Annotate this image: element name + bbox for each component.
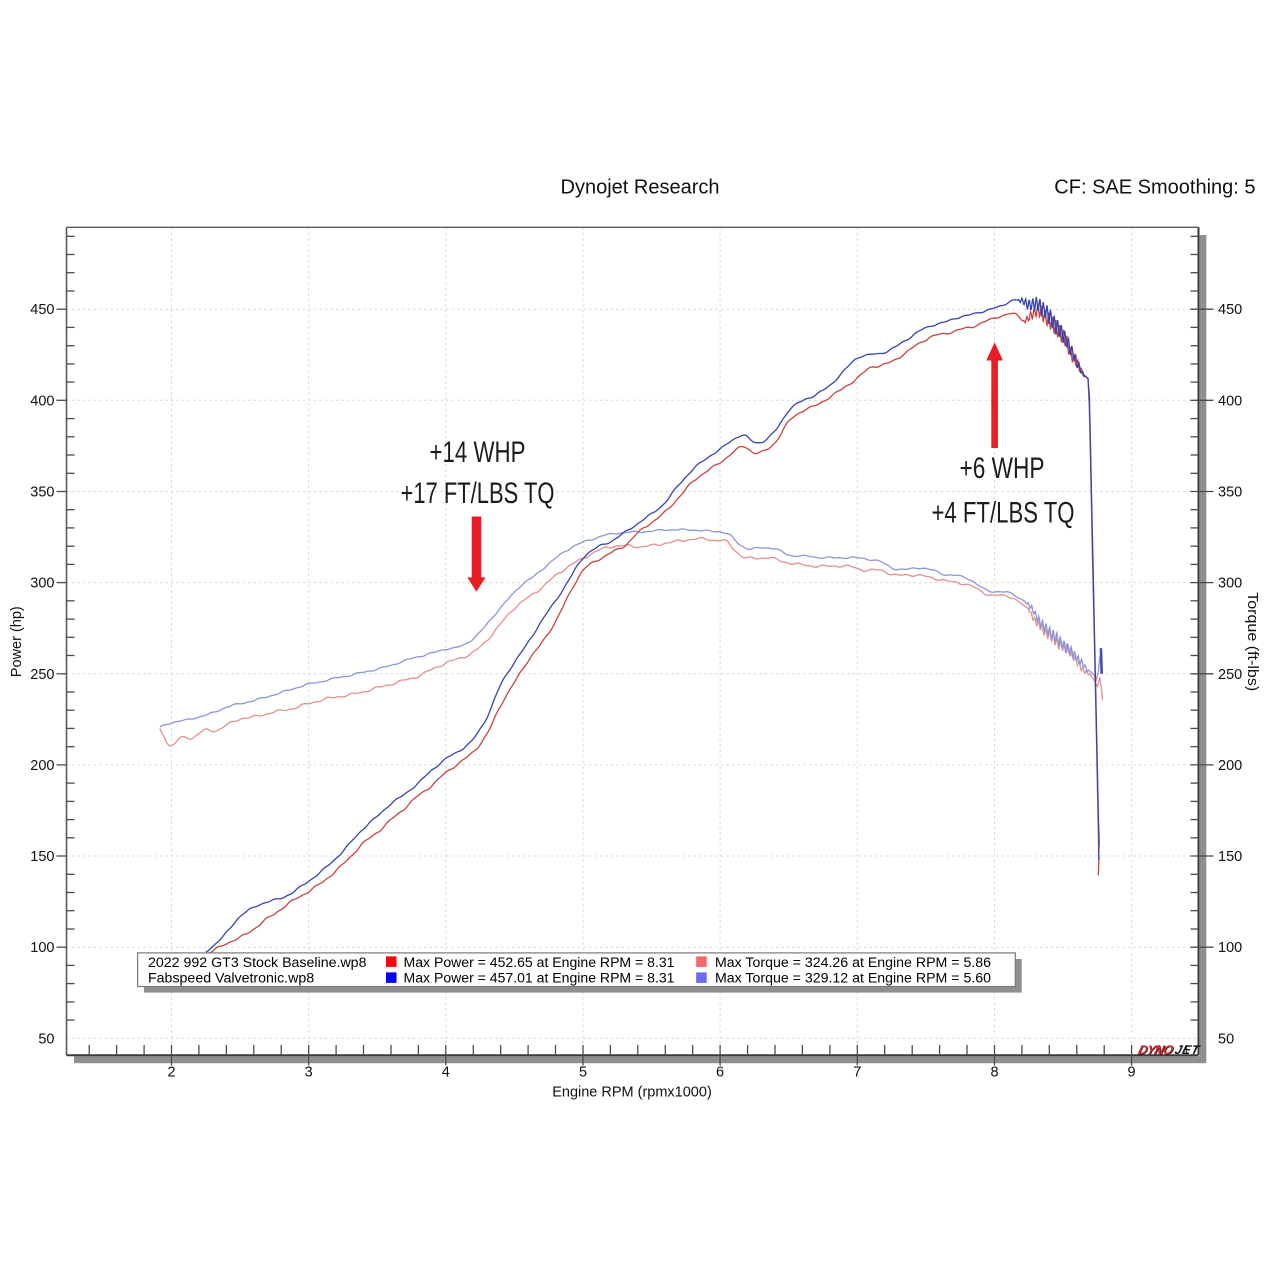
svg-text:JET: JET [1173,1043,1202,1057]
svg-text:2: 2 [167,1065,175,1081]
svg-text:200: 200 [30,758,54,774]
svg-text:Max Power = 457.01 at Engine R: Max Power = 457.01 at Engine RPM = 8.31 [404,971,675,987]
svg-text:Dynojet Research: Dynojet Research [561,177,720,199]
svg-text:7: 7 [853,1065,861,1081]
svg-text:Power (hp): Power (hp) [9,606,25,677]
svg-text:200: 200 [1218,758,1242,774]
svg-text:Max Torque = 329.12 at Engine: Max Torque = 329.12 at Engine RPM = 5.60 [715,971,991,987]
svg-text:DYNO: DYNO [1137,1043,1175,1057]
svg-text:Max Power = 452.65 at Engine R: Max Power = 452.65 at Engine RPM = 8.31 [404,955,675,971]
svg-text:250: 250 [30,667,54,683]
svg-text:6: 6 [716,1065,724,1081]
svg-text:Max Torque = 324.26 at Engine: Max Torque = 324.26 at Engine RPM = 5.86 [715,955,991,971]
svg-text:3: 3 [305,1065,313,1081]
svg-text:150: 150 [30,849,54,865]
svg-text:350: 350 [30,485,54,501]
svg-text:50: 50 [38,1031,54,1047]
svg-text:450: 450 [30,302,54,318]
svg-text:50: 50 [1218,1031,1234,1047]
svg-text:+14 WHP: +14 WHP [430,436,526,469]
svg-text:2022 992 GT3 Stock Baseline.wp: 2022 992 GT3 Stock Baseline.wp8 [148,955,367,971]
svg-text:100: 100 [30,940,54,956]
svg-text:450: 450 [1218,302,1242,318]
svg-text:8: 8 [990,1065,998,1081]
svg-text:+17 FT/LBS TQ: +17 FT/LBS TQ [401,477,555,510]
svg-text:CF: SAE Smoothing: 5: CF: SAE Smoothing: 5 [1054,177,1255,199]
svg-text:400: 400 [30,393,54,409]
svg-text:4: 4 [442,1065,450,1081]
svg-text:150: 150 [1218,849,1242,865]
svg-text:DYNO: DYNO [1137,1044,1175,1058]
svg-text:Fabspeed Valvetronic.wp8: Fabspeed Valvetronic.wp8 [148,971,314,987]
svg-text:9: 9 [1128,1065,1136,1081]
svg-text:100: 100 [1218,940,1242,956]
svg-text:300: 300 [1218,576,1242,592]
svg-text:300: 300 [30,576,54,592]
svg-text:Torque (ft-lbs): Torque (ft-lbs) [1244,592,1260,691]
svg-text:+4 FT/LBS TQ: +4 FT/LBS TQ [932,497,1075,530]
svg-text:5: 5 [579,1065,587,1081]
svg-text:+6 WHP: +6 WHP [960,452,1045,485]
svg-text:250: 250 [1218,667,1242,683]
svg-text:Engine RPM (rpmx1000): Engine RPM (rpmx1000) [552,1085,712,1101]
svg-text:350: 350 [1218,485,1242,501]
svg-text:400: 400 [1218,393,1242,409]
